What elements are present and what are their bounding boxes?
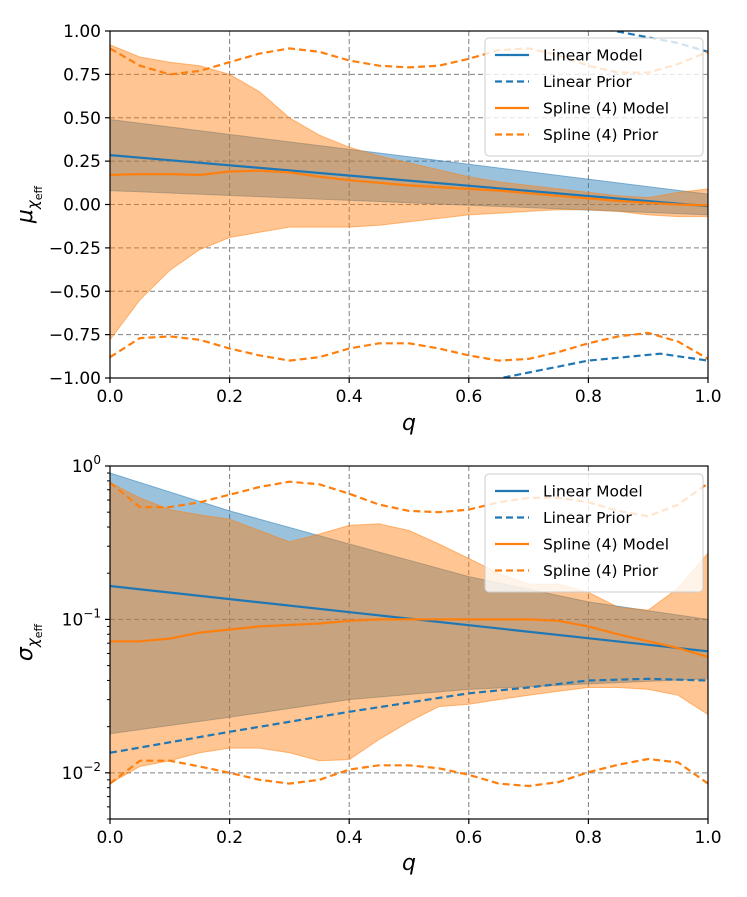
linear-model-line	[110, 154, 708, 208]
y-tick-label: 10−1	[62, 606, 101, 630]
x-axis-label: q	[402, 851, 416, 876]
legend-label: Linear Prior	[543, 509, 632, 527]
legend-label: Linear Model	[543, 47, 643, 65]
x-tick-label: 0.2	[216, 387, 243, 407]
y-tick-label: 0.00	[63, 196, 101, 216]
legend-label: Linear Model	[543, 483, 643, 501]
spline-4-prior-line	[110, 480, 708, 518]
spline-4-prior-line	[110, 47, 708, 76]
linear-prior-line	[110, 677, 708, 754]
x-tick-label: 0.8	[575, 387, 602, 407]
linear-model-band	[110, 118, 708, 216]
x-tick-label: 0.6	[455, 387, 482, 407]
y-tick-label: 0.75	[63, 65, 101, 85]
linear-prior-line	[495, 352, 708, 378]
legend-label: Spline (4) Model	[543, 100, 669, 118]
x-tick-label: 0.8	[575, 828, 602, 848]
legend-label: Spline (4) Prior	[543, 562, 659, 580]
x-tick-label: 1.0	[694, 387, 721, 407]
plot-area	[110, 31, 708, 378]
legend-label: Spline (4) Prior	[543, 126, 659, 144]
spline-4-model-line	[110, 618, 708, 658]
legend-box	[484, 37, 704, 157]
plot-frame	[109, 465, 709, 820]
x-tick-label: 0.4	[336, 828, 363, 848]
y-tick-label: −0.50	[49, 282, 101, 302]
y-tick-label: 10−2	[62, 760, 101, 784]
legend-label: Spline (4) Model	[543, 536, 669, 554]
spline-4-model-band	[110, 44, 708, 341]
y-tick-label: 1.00	[63, 22, 101, 42]
y-tick-label: 100	[72, 453, 101, 477]
y-tick-label: 0.25	[63, 152, 101, 172]
x-tick-label: 0.0	[96, 387, 123, 407]
x-tick-label: 0.2	[216, 828, 243, 848]
y-axis-label: μχeff	[13, 185, 45, 224]
x-axis-label: q	[402, 411, 416, 436]
linear-model-band	[110, 472, 708, 735]
spline-4-prior-line-lower	[110, 331, 708, 362]
legend-box	[484, 473, 704, 593]
spline-4-model-line	[110, 169, 708, 207]
spline-4-prior-line-lower	[110, 757, 708, 788]
y-tick-label: −0.75	[49, 326, 101, 346]
y-tick-label: 0.50	[63, 109, 101, 129]
x-tick-label: 0.4	[336, 387, 363, 407]
legend-label: Linear Prior	[543, 73, 632, 91]
x-tick-label: 0.0	[96, 828, 123, 848]
plot-area	[110, 472, 708, 788]
legend: Linear Model Linear Prior Spline (4) Model…	[484, 37, 704, 157]
panel-1: 0.0 0.2 0.4 0.6 0.8 1.0 −1.00 −0.75 −0.50 −0.25 0.…	[13, 22, 722, 436]
x-tick-label: 0.6	[455, 828, 482, 848]
panel-2: 0.0 0.2 0.4 0.6 0.8 1.0 10−2 10−1 100 q σχeff Linea…	[13, 453, 722, 876]
y-tick-label: −0.25	[49, 239, 101, 259]
spline-4-model-band	[110, 482, 708, 785]
y-tick-label: −1.00	[49, 369, 101, 389]
x-tick-label: 1.0	[694, 828, 721, 848]
legend: Linear Model Linear Prior Spline (4) Model…	[484, 473, 704, 593]
y-axis-label: σχeff	[13, 623, 45, 661]
